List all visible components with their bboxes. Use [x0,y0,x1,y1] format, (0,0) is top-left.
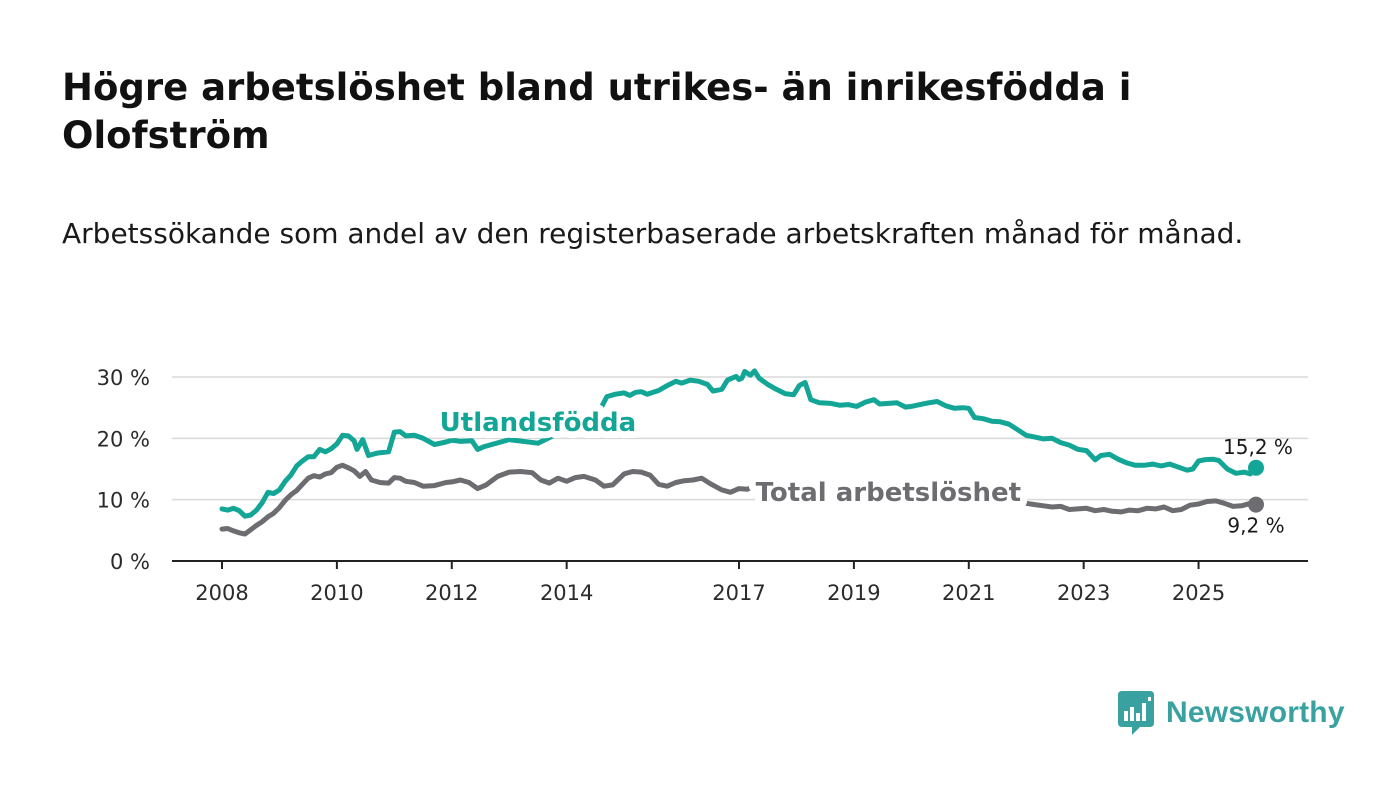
y-axis-ticks: 0 % 10 % 20 % 30 % [97,366,150,574]
end-label-utlandsfodda: 15,2 % [1223,435,1293,459]
series-line-utlandsf-dda [219,368,1259,519]
x-tick-label-2023: 2023 [1057,581,1110,605]
y-tick-label-10: 10 % [97,489,150,513]
x-axis-ticks: 2008 2010 2012 2014 2017 2019 2021 2023 2025 [195,561,1225,605]
end-point-total-arbetsl-shet [1248,496,1264,513]
x-tick-label-2014: 2014 [540,581,593,605]
gridlines [172,376,1308,562]
y-tick-label-0: 0 % [110,550,150,574]
x-tick-label-2025: 2025 [1172,581,1225,605]
x-tick-label-2010: 2010 [310,581,363,605]
end-point-utlandsf-dda [1248,459,1264,476]
x-tick-label-2019: 2019 [827,581,880,605]
end-label-total-arbetsloshet: 9,2 % [1227,514,1284,538]
x-tick-label-2012: 2012 [425,581,478,605]
chart-subtitle: Arbetssökande som andel av den registerb… [62,217,1244,250]
newsworthy-logo: Newsworthy [1118,690,1345,736]
y-tick-label-30: 30 % [97,366,150,390]
series-labels: Utlandsfödda Total arbetslöshet 15,2 % 9,2 … [433,401,1293,538]
chart-title: Högre arbetslöshet bland utrikes- än inr… [62,66,1132,157]
x-tick-label-2021: 2021 [942,581,995,605]
series-lines [219,368,1264,537]
series-label-utlandsfodda: Utlandsfödda [440,408,637,438]
x-tick-label-2008: 2008 [195,581,248,605]
y-tick-label-20: 20 % [97,427,150,451]
newsworthy-logo-icon [1118,691,1154,735]
x-tick-label-2017: 2017 [712,581,765,605]
series-line-total-arbetsl-shet [219,462,1259,537]
newsworthy-wordmark: Newsworthy [1166,696,1345,729]
series-label-total-arbetsloshet: Total arbetslöshet [756,478,1021,508]
